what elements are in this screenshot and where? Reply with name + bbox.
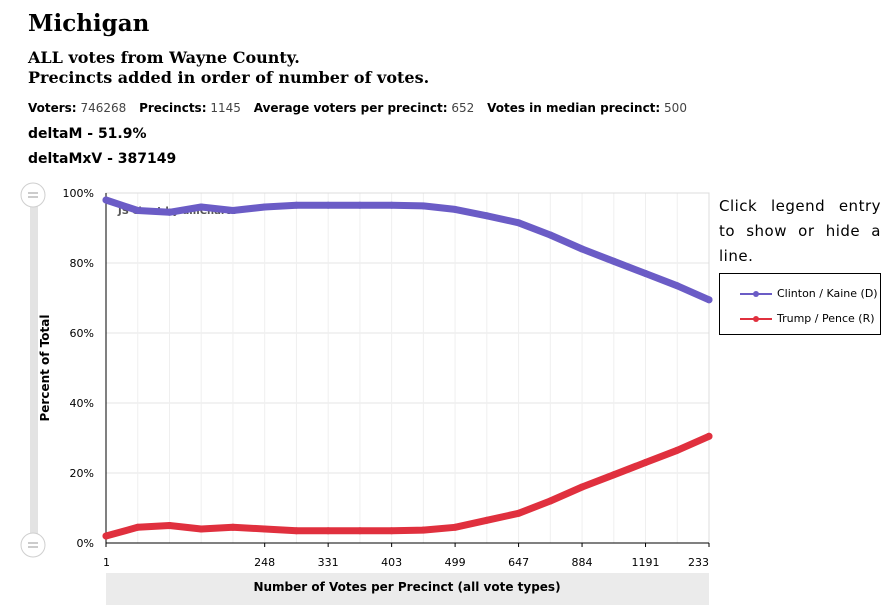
subtitle-line-1: ALL votes from Wayne County.	[28, 48, 300, 67]
legend-label: Clinton / Kaine (D)	[777, 287, 878, 300]
stat-median-value: 500	[664, 101, 687, 115]
y-axis-title: Percent of Total	[38, 315, 52, 422]
data-point	[483, 212, 491, 220]
stat-average-value: 652	[451, 101, 475, 115]
data-point	[546, 231, 554, 239]
y-tick-label: 20%	[70, 467, 94, 480]
y-tick-labels: 0% 20% 40% 60% 80% 100%	[63, 187, 94, 550]
series-layer	[102, 196, 713, 540]
x-tick-label: 403	[381, 556, 402, 569]
x-scrollbar-track[interactable]	[106, 573, 709, 605]
x-tick-label: 647	[508, 556, 529, 569]
series-trump[interactable]	[102, 432, 713, 540]
data-point	[451, 205, 459, 213]
chart-grid	[106, 192, 709, 544]
stat-voters-label: Voters:	[28, 101, 77, 115]
stat-median-label: Votes in median precinct:	[487, 101, 661, 115]
x-axis-title: Number of Votes per Precinct (all vote t…	[253, 580, 560, 594]
data-point	[673, 446, 681, 454]
x-tick-labels: 1 248 331 403 499 647 884 1191 233	[103, 543, 710, 569]
series-line	[102, 196, 713, 304]
page-subtitle: ALL votes from Wayne County. Precincts a…	[28, 48, 429, 88]
stat-voters-value: 746268	[80, 101, 127, 115]
y-tick-label: 80%	[70, 257, 94, 270]
y-tick-label: 60%	[70, 327, 94, 340]
data-point	[102, 532, 110, 540]
data-point	[261, 203, 269, 211]
data-point	[292, 201, 300, 209]
data-point	[229, 207, 237, 214]
data-point	[165, 208, 173, 216]
stats-row: Voters: 746268 Precincts: 1145 Average v…	[28, 101, 696, 115]
data-point	[324, 527, 332, 535]
data-point	[451, 523, 459, 531]
data-point	[642, 270, 650, 277]
stat-precincts-value: 1145	[210, 101, 241, 115]
page-title: Michigan	[28, 10, 150, 37]
data-point	[705, 432, 713, 440]
subtitle-line-2: Precincts added in order of number of vo…	[28, 68, 430, 87]
data-point	[610, 471, 618, 479]
legend-label: Trump / Pence (R)	[777, 312, 875, 325]
data-point	[102, 196, 110, 204]
x-tick-label: 233	[688, 556, 709, 569]
plot-area-border	[105, 192, 710, 544]
data-point	[642, 459, 650, 466]
data-point	[419, 202, 427, 210]
data-point	[673, 282, 681, 290]
data-point	[578, 245, 586, 253]
data-point	[515, 219, 523, 227]
data-point	[705, 296, 713, 304]
stat-average-label: Average voters per precinct:	[253, 101, 448, 115]
x-tick-label: 499	[445, 556, 466, 569]
legend-swatch-dot	[753, 316, 759, 322]
legend-hint: Click legend entry to show or hide a lin…	[719, 197, 881, 265]
y-tick-label: 40%	[70, 397, 94, 410]
y-tick-label: 100%	[63, 187, 94, 200]
data-point	[356, 201, 364, 209]
stat-precincts-label: Precincts:	[139, 101, 207, 115]
metric-delta-m: deltaM - 51.9%	[28, 126, 147, 142]
y-tick-label: 0%	[77, 537, 94, 550]
data-point	[419, 526, 427, 534]
x-tick-label: 1	[103, 556, 110, 569]
data-point	[197, 525, 205, 533]
data-point	[610, 257, 618, 265]
data-point	[165, 522, 173, 529]
y-scrollbar-top-grip[interactable]	[20, 182, 46, 208]
data-point	[388, 201, 396, 209]
series-line	[102, 432, 713, 540]
legend: Clinton / Kaine (D) Trump / Pence (R)	[719, 273, 881, 335]
data-point	[197, 203, 205, 211]
data-point	[324, 201, 332, 209]
x-tick-label: 1191	[632, 556, 660, 569]
data-point	[546, 497, 554, 505]
y-scrollbar-bottom-grip[interactable]	[20, 532, 46, 558]
data-point	[388, 527, 396, 535]
x-tick-label: 884	[572, 556, 593, 569]
metric-delta-mxv: deltaMxV - 387149	[28, 151, 177, 167]
data-point	[229, 523, 237, 531]
data-point	[578, 483, 586, 491]
x-tick-label: 331	[318, 556, 339, 569]
data-point	[134, 207, 142, 214]
x-tick-label: 248	[254, 556, 275, 569]
data-point	[483, 516, 491, 524]
series-clinton[interactable]	[102, 196, 713, 304]
data-point	[356, 527, 364, 535]
chart: 0% 20% 40% 60% 80% 100% 1 248 331 403 499 647 884 11…	[20, 182, 713, 605]
data-point	[515, 509, 523, 517]
data-point	[292, 527, 300, 535]
y-scrollbar-track[interactable]	[30, 185, 38, 545]
legend-swatch-dot	[753, 291, 759, 297]
data-point	[134, 523, 142, 531]
data-point	[261, 525, 269, 533]
